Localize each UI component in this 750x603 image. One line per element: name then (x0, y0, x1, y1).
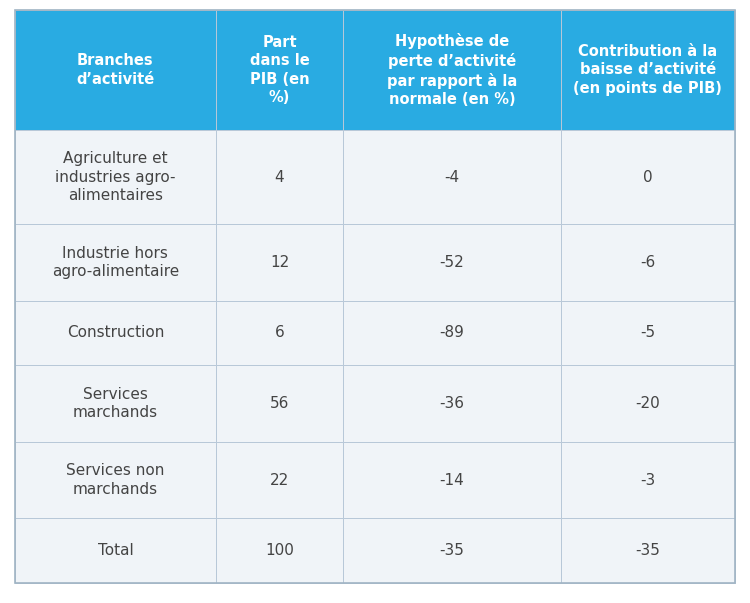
Bar (216, 130, 344, 224)
Bar (15, 224, 216, 301)
Bar (216, 442, 344, 519)
Bar (561, 301, 735, 365)
Text: Industrie hors
agro-alimentaire: Industrie hors agro-alimentaire (52, 245, 179, 279)
Text: -4: -4 (444, 169, 460, 185)
Text: 12: 12 (270, 255, 289, 270)
Bar (216, 365, 344, 442)
Text: Services non
marchands: Services non marchands (66, 463, 164, 497)
Text: -14: -14 (440, 473, 464, 488)
Bar (344, 519, 561, 583)
Text: 22: 22 (270, 473, 289, 488)
Text: Part
dans le
PIB (en
%): Part dans le PIB (en %) (250, 34, 309, 106)
Bar (15, 365, 216, 442)
Bar (561, 10, 735, 130)
Text: Branches
d’activité: Branches d’activité (76, 53, 154, 87)
Bar (15, 519, 216, 583)
Text: Hypothèse de
perte d’activité
par rapport à la
normale (en %): Hypothèse de perte d’activité par rappor… (387, 33, 517, 107)
Text: Contribution à la
baisse d’activité
(en points de PIB): Contribution à la baisse d’activité (en … (574, 44, 722, 96)
Bar (344, 224, 561, 301)
Bar (216, 224, 344, 301)
Bar (344, 130, 561, 224)
Bar (561, 442, 735, 519)
Text: -3: -3 (640, 473, 656, 488)
Bar (344, 10, 561, 130)
Text: Agriculture et
industries agro-
alimentaires: Agriculture et industries agro- alimenta… (56, 151, 176, 203)
Bar (216, 301, 344, 365)
Text: -35: -35 (635, 543, 660, 558)
Text: -6: -6 (640, 255, 656, 270)
Bar (15, 301, 216, 365)
Text: -52: -52 (440, 255, 464, 270)
Bar (15, 10, 216, 130)
Bar (344, 301, 561, 365)
Bar (561, 519, 735, 583)
Bar (15, 130, 216, 224)
Text: 56: 56 (270, 396, 290, 411)
Text: Services
marchands: Services marchands (73, 387, 158, 420)
Bar (15, 442, 216, 519)
Text: -89: -89 (440, 326, 464, 341)
Text: Total: Total (98, 543, 134, 558)
Bar (561, 365, 735, 442)
Bar (216, 519, 344, 583)
Text: -35: -35 (440, 543, 464, 558)
Text: -5: -5 (640, 326, 656, 341)
Bar (344, 442, 561, 519)
Text: Construction: Construction (67, 326, 164, 341)
Text: 6: 6 (274, 326, 284, 341)
Text: 4: 4 (274, 169, 284, 185)
Bar (216, 10, 344, 130)
Bar (561, 224, 735, 301)
Text: 0: 0 (643, 169, 652, 185)
Text: -36: -36 (440, 396, 464, 411)
Bar (344, 365, 561, 442)
Text: 100: 100 (265, 543, 294, 558)
Bar (561, 130, 735, 224)
Text: -20: -20 (635, 396, 660, 411)
